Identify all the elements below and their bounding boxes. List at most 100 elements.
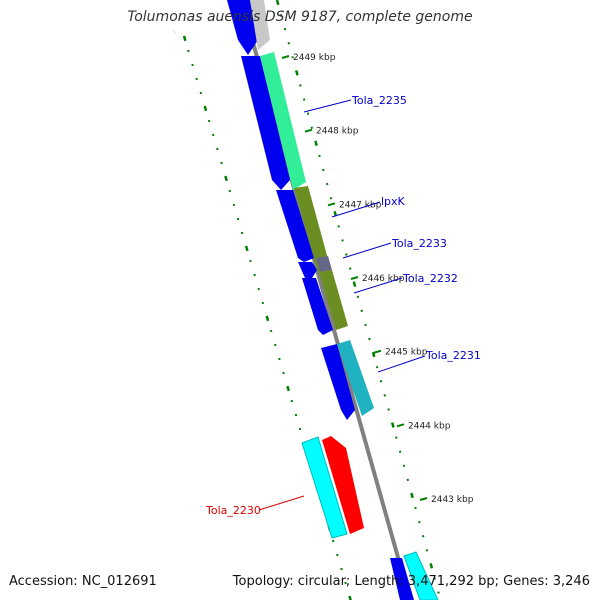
cds-feature	[276, 190, 314, 262]
ring-tick	[279, 13, 283, 17]
ring-tick	[348, 595, 352, 600]
ring-tick	[310, 126, 314, 129]
length-value: 3,471,292 bp;	[407, 574, 500, 589]
ring-tick	[257, 287, 260, 291]
ring-tick	[329, 196, 333, 200]
ring-tick	[331, 539, 335, 543]
accession-value: NC_012691	[81, 574, 157, 589]
ring-tick	[286, 385, 291, 392]
ring-tick	[278, 357, 281, 361]
scale-tick	[419, 497, 428, 501]
ring-tick	[216, 147, 219, 151]
gene-label: Tola_2233	[391, 237, 447, 250]
ring-tick	[368, 337, 371, 341]
ring-tick	[287, 41, 291, 45]
cog-feature-cyan	[403, 551, 439, 600]
ring-tick	[182, 35, 187, 42]
map-title: Tolumonas auensis DSM 9187, complete gen…	[127, 9, 473, 25]
ring-tick	[390, 422, 395, 428]
scale-tick-label: 2444 kbp	[408, 421, 451, 431]
ring-tick	[283, 27, 287, 31]
cog-feature-gray	[250, 0, 270, 50]
ring-tick	[203, 105, 208, 112]
ring-tick	[375, 365, 379, 369]
cds-feature	[321, 344, 355, 420]
gene-label: Tola_2231	[425, 349, 481, 362]
ring-tick	[341, 239, 344, 242]
ring-tick	[291, 56, 294, 59]
ring-tick	[275, 0, 280, 6]
ring-tick	[244, 245, 249, 252]
ring-tick	[360, 309, 363, 313]
scale-tick-label: 2446 kbp	[362, 274, 405, 284]
gene-label: lpxK	[381, 195, 406, 208]
ring-tick	[269, 329, 273, 333]
ring-tick	[220, 161, 223, 165]
ring-tick	[352, 281, 357, 287]
ring-tick	[364, 323, 367, 327]
topology-label: Topology:	[232, 574, 294, 589]
ring-tick	[191, 63, 194, 67]
cds-feature	[390, 558, 414, 600]
scale-tick	[327, 202, 336, 207]
ring-tick	[344, 581, 347, 585]
ring-tick	[402, 464, 406, 468]
ring-tick	[383, 394, 386, 397]
ring-tick	[348, 267, 352, 270]
scale-ticks: 2449 kbp 2448 kbp 2447 kbp 2446 kbp 2445 kbp…	[281, 53, 474, 505]
ring-tick	[421, 535, 425, 538]
ring-tick	[294, 70, 299, 76]
ring-tick	[322, 168, 325, 172]
genes-label: Genes:	[503, 574, 549, 589]
cds-feature	[227, 0, 258, 55]
ring-tick	[336, 553, 339, 557]
ring-tick	[337, 225, 340, 228]
ring-tick	[340, 567, 343, 571]
ring-tick	[302, 98, 306, 101]
accession-info: Accession: NC_012691	[9, 574, 157, 589]
ring-tick	[318, 154, 321, 158]
gene-leader-line	[377, 355, 426, 373]
cog-feature-dark	[316, 256, 332, 272]
cog-feature-red	[322, 436, 364, 534]
ring-tick	[398, 450, 402, 453]
ring-tick	[395, 436, 398, 439]
topology-value: circular;	[297, 574, 351, 589]
scale-tick-label: 2443 kbp	[431, 495, 474, 505]
cds-feature	[241, 56, 290, 190]
ring-tick	[299, 84, 302, 87]
cog-feature-olive	[294, 186, 331, 272]
gene-leader-line	[258, 495, 305, 511]
ring-tick	[387, 408, 390, 411]
ring-tick	[195, 77, 198, 81]
ring-tick	[437, 591, 440, 594]
ring-tick	[187, 49, 190, 53]
ring-tick	[249, 259, 252, 263]
accession-label: Accession:	[9, 574, 78, 589]
cog-feature-green	[260, 52, 306, 190]
ring-tick	[418, 520, 421, 524]
genome-stats: Topology: circular; Length: 3,471,292 bp…	[233, 574, 590, 589]
ring-tick	[224, 175, 228, 182]
outer-dotted-ring	[275, 0, 440, 594]
scale-tick-label: 2445 kbp	[385, 348, 428, 358]
gene-label: Tola_2235	[351, 94, 407, 107]
ring-tick	[294, 413, 298, 417]
ring-tick	[199, 91, 203, 95]
cds-feature	[302, 278, 333, 335]
gene-label: Tola_2232	[402, 272, 458, 285]
length-label: Length:	[354, 574, 404, 589]
ring-tick	[325, 182, 329, 186]
ring-tick	[410, 492, 414, 499]
ring-tick	[211, 133, 215, 137]
scale-tick	[304, 128, 313, 133]
ring-tick	[371, 351, 376, 358]
ring-tick	[414, 506, 417, 510]
ring-tick	[433, 577, 436, 580]
ring-tick	[274, 343, 277, 347]
scale-tick-label: 2447 kbp	[339, 200, 382, 210]
ring-tick	[240, 231, 244, 235]
ring-tick	[236, 217, 240, 221]
gene-leader-line	[303, 99, 352, 113]
